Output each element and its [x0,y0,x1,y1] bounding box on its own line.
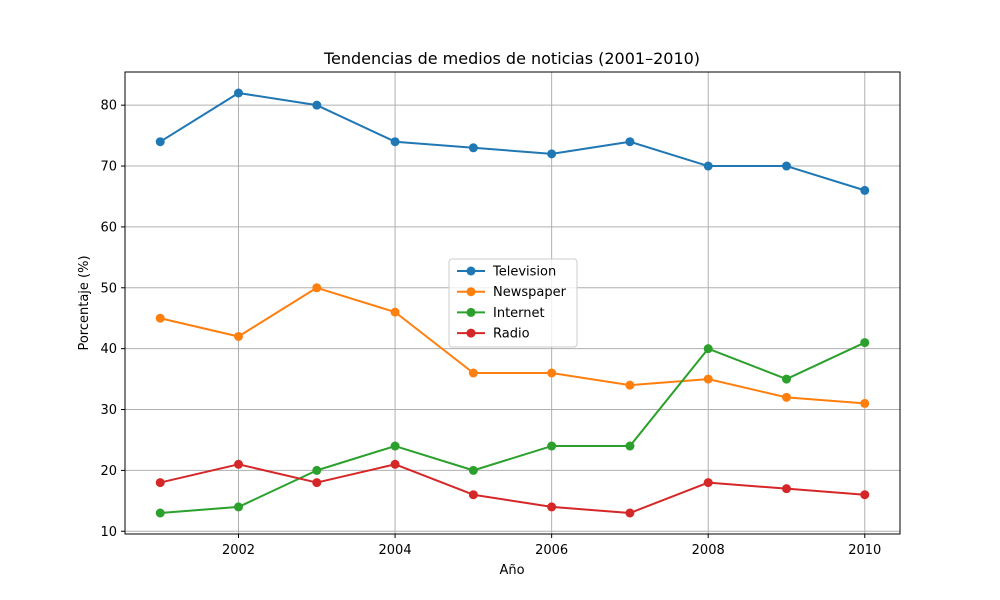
data-point-internet [781,374,791,384]
legend-swatch-marker [466,328,476,338]
data-point-television [234,88,244,98]
data-point-radio [312,478,322,488]
data-point-internet [390,441,400,451]
legend-label: Television [492,265,556,280]
y-tick-label: 20 [100,464,117,479]
data-point-internet [468,465,478,475]
legend-swatch-marker [466,307,476,317]
y-tick-label: 30 [100,403,117,418]
data-point-newspaper [155,313,165,323]
data-point-newspaper [312,283,322,293]
data-point-newspaper [625,380,635,390]
data-point-internet [234,502,244,512]
chart-title: Tendencias de medios de noticias (2001–2… [323,49,700,68]
y-tick-label: 10 [100,525,117,540]
axes: 10 20 30 40 50 60 70 80 2002 2004 2006 2008 2010 [100,99,881,558]
x-axis-title: Año [499,563,524,578]
data-point-television [468,143,478,153]
data-point-television [860,185,870,195]
y-tick-label: 40 [100,342,117,357]
data-point-television [390,137,400,147]
legend-item-television: Television [457,265,556,280]
legend-item-internet: Internet [457,306,545,321]
data-point-internet [155,508,165,518]
y-tick-label: 80 [100,99,117,114]
data-point-radio [781,484,791,494]
data-point-newspaper [703,374,713,384]
series-television [155,88,870,195]
data-point-internet [625,441,635,451]
data-point-internet [312,465,322,475]
data-point-newspaper [468,368,478,378]
data-point-television [703,161,713,171]
x-tick-label: 2004 [379,543,412,558]
plot-frame [124,71,901,535]
data-point-newspaper [781,392,791,402]
data-point-internet [547,441,557,451]
data-point-television [155,137,165,147]
data-point-radio [468,490,478,500]
data-point-radio [155,478,165,488]
data-point-internet [703,344,713,354]
data-point-radio [390,459,400,469]
legend-box [448,258,578,348]
data-point-radio [860,490,870,500]
legend-label: Radio [493,327,530,342]
data-point-radio [625,508,635,518]
series-group [155,88,870,518]
data-point-newspaper [547,368,557,378]
y-tick-label: 50 [100,281,117,296]
legend-item-newspaper: Newspaper [457,285,567,300]
legend-item-radio: Radio [457,327,530,342]
y-tick-label: 60 [100,220,117,235]
series-internet [155,338,870,518]
x-tick-label: 2002 [222,543,255,558]
data-point-internet [860,338,870,348]
data-point-newspaper [390,307,400,317]
data-point-television [547,149,557,159]
series-line-internet [160,341,866,514]
series-radio [155,459,870,518]
data-point-radio [234,459,244,469]
series-line-television [159,92,866,192]
data-point-television [312,100,322,110]
legend-swatch-marker [466,287,476,297]
legend-label: Newspaper [493,285,567,300]
data-point-newspaper [860,398,870,408]
data-point-television [625,137,635,147]
series-line-radio [160,463,865,514]
legend-swatch-marker [466,266,476,276]
x-tick-label: 2010 [848,543,881,558]
data-point-radio [703,478,713,488]
x-tick-label: 2006 [535,543,568,558]
legend-label: Internet [493,306,545,321]
x-tick-label: 2008 [692,543,725,558]
data-point-radio [547,502,557,512]
legend: Television Newspaper Internet Radio [448,258,578,348]
y-axis-title: Porcentaje (%) [77,255,92,350]
data-point-television [781,161,791,171]
series-line-newspaper [160,286,865,405]
y-tick-label: 70 [100,160,117,175]
data-point-newspaper [234,331,244,341]
series-newspaper [155,283,870,408]
